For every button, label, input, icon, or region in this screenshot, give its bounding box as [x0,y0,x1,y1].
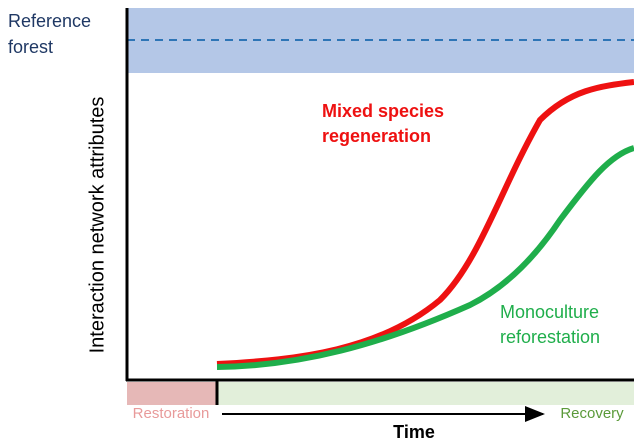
curve-label: Mixed species [322,101,444,121]
x-axis-label: Time [393,422,435,442]
curve-label: Monoculture [500,302,599,322]
reference-label: forest [8,37,53,57]
restoration-bar [127,382,217,405]
curve-label: regeneration [322,126,431,146]
monoculture-curve [216,145,634,370]
end-label: Recovery [560,405,624,422]
start-label: Restoration [133,405,210,422]
y-axis-label: Interaction network attributes [86,97,108,354]
recovery-bar [217,382,634,405]
reference-label: Reference [8,11,91,31]
curve-label: reforestation [500,327,600,347]
